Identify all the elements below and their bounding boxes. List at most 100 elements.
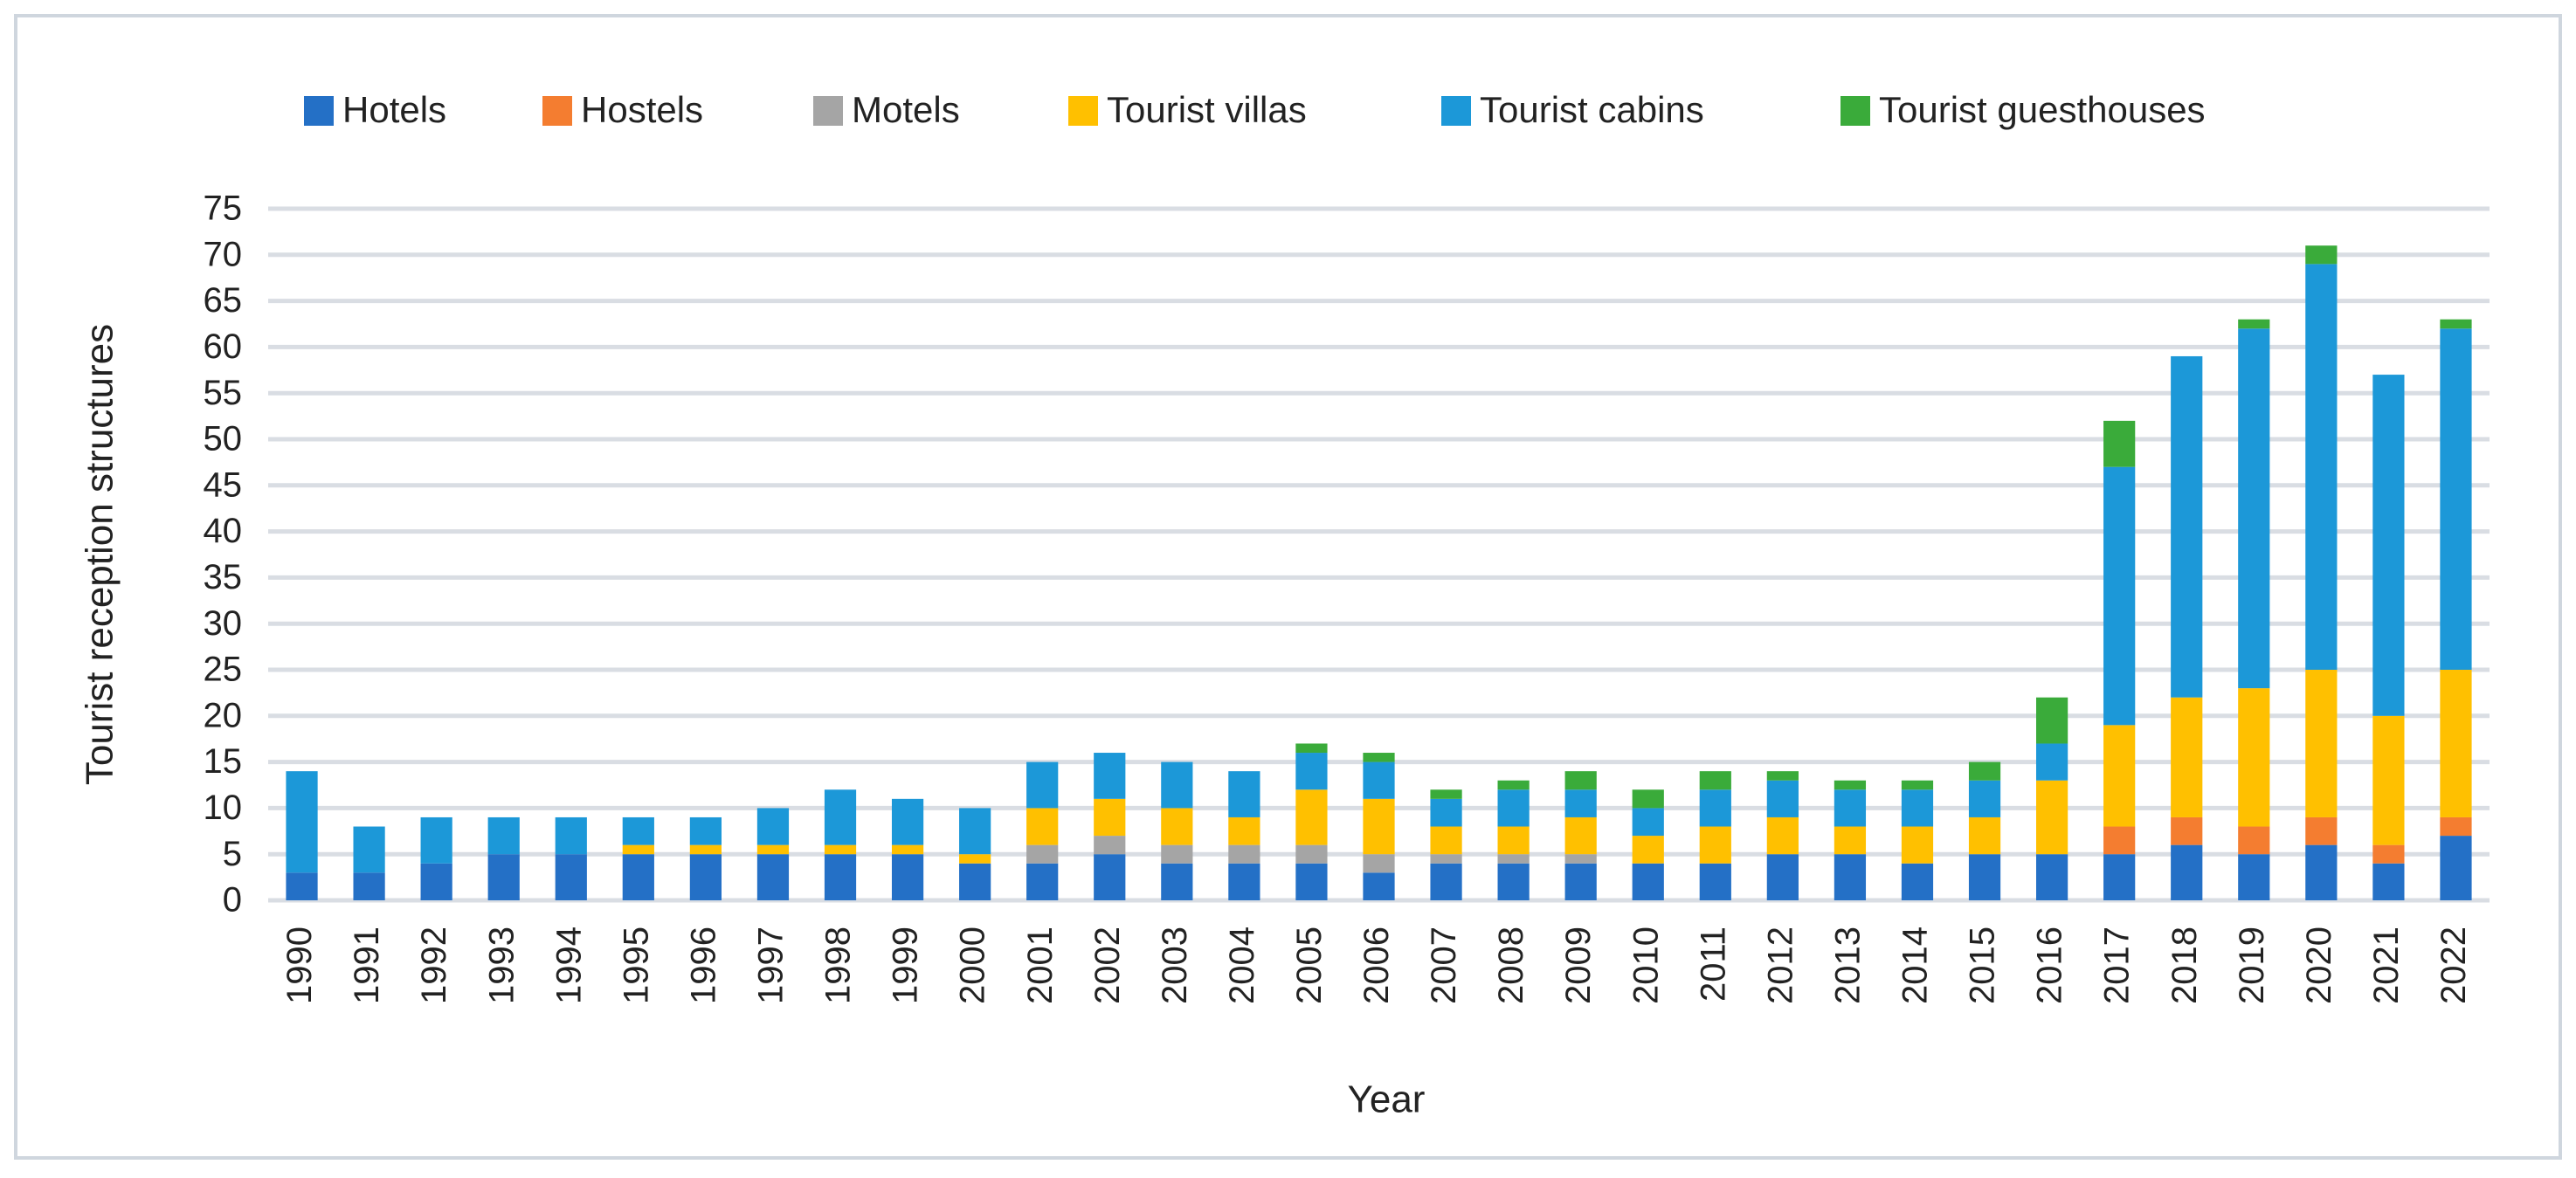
- bar-segment: [1632, 789, 1664, 809]
- y-tick-label: 40: [204, 512, 243, 550]
- bar-segment: [1430, 826, 1462, 855]
- bar-segment: [2372, 715, 2405, 845]
- bar-segment: [1632, 808, 1664, 837]
- bar-segment: [2238, 854, 2270, 900]
- bar-segment: [1968, 761, 2001, 781]
- x-tick-label: 1996: [684, 927, 722, 1004]
- bar-segment: [1699, 863, 1731, 900]
- bar-segment: [286, 872, 318, 900]
- bar-segment: [1026, 844, 1059, 864]
- bar-segment: [2035, 697, 2068, 744]
- bar-segment: [1430, 863, 1462, 900]
- y-tick-label: 0: [223, 881, 242, 920]
- legend-swatch: [304, 96, 334, 126]
- bar-segment: [1564, 816, 1597, 855]
- bar-segment: [2238, 328, 2270, 689]
- x-tick-label: 2009: [1559, 927, 1598, 1004]
- bar-segment: [1901, 789, 1934, 827]
- x-tick-label: 2022: [2434, 927, 2473, 1004]
- bar-segment: [555, 816, 587, 855]
- bar-segment: [891, 798, 924, 845]
- legend-label: Tourist villas: [1107, 89, 1307, 130]
- bar-segment: [622, 844, 654, 855]
- bar-segment: [2440, 670, 2472, 817]
- bar-segment: [1363, 753, 1395, 762]
- bar-segment: [2372, 375, 2405, 716]
- bar-segment: [1094, 798, 1126, 837]
- bar-segment: [1161, 863, 1193, 900]
- x-tick-label: 2006: [1357, 927, 1396, 1004]
- bar-segment: [1295, 844, 1328, 864]
- x-tick-label: 2012: [1761, 927, 1799, 1004]
- bar-segment: [1497, 863, 1530, 900]
- y-tick-label: 15: [204, 742, 243, 781]
- bar-segment: [1363, 872, 1395, 900]
- bar-segment: [824, 844, 857, 855]
- bar-segment: [1564, 771, 1597, 790]
- x-tick-label: 2013: [1828, 927, 1867, 1004]
- x-tick-label: 2007: [1425, 927, 1463, 1004]
- bar-segment: [1497, 854, 1530, 864]
- legend-label: Motels: [852, 89, 960, 130]
- bar-segment: [1834, 789, 1867, 827]
- bar-segment: [824, 789, 857, 845]
- x-tick-label: 2011: [1694, 927, 1732, 1002]
- bar-segment: [689, 844, 722, 855]
- bar-segment: [2305, 264, 2338, 670]
- x-tick-label: 1999: [887, 927, 925, 1004]
- bar-segment: [1363, 798, 1395, 855]
- bar-segment: [2103, 420, 2136, 467]
- y-tick-label: 5: [223, 835, 242, 873]
- bar-segment: [2103, 725, 2136, 827]
- bar-segment: [487, 816, 520, 855]
- bar-segment: [2440, 816, 2472, 837]
- bar-segment: [2103, 466, 2136, 726]
- bar-segment: [824, 854, 857, 900]
- x-tick-label: 2014: [1896, 927, 1935, 1004]
- bar-segment: [622, 816, 654, 845]
- bar-segment: [420, 816, 452, 864]
- bar-segment: [2171, 816, 2203, 845]
- frame: [14, 14, 2562, 1160]
- bar-segment: [2171, 844, 2203, 900]
- bar-segment: [622, 854, 654, 900]
- bar-segment: [1228, 844, 1260, 864]
- y-tick-label: 45: [204, 465, 243, 504]
- bar-segment: [2035, 854, 2068, 900]
- x-tick-label: 2015: [1964, 927, 2002, 1004]
- bar-segment: [689, 816, 722, 845]
- bar-segment: [689, 854, 722, 900]
- bar-segment: [1363, 761, 1395, 799]
- bar-segment: [1497, 789, 1530, 827]
- bar-segment: [2035, 743, 2068, 781]
- bar-segment: [1766, 771, 1799, 781]
- bar-segment: [1766, 816, 1799, 855]
- legend-swatch: [1840, 96, 1870, 126]
- bar-segment: [2305, 816, 2338, 845]
- bar-segment: [2440, 328, 2472, 670]
- bar-segment: [1295, 743, 1328, 754]
- bar-segment: [1632, 836, 1664, 864]
- bar-segment: [2035, 780, 2068, 855]
- bar-segment: [1094, 753, 1126, 799]
- bar-segment: [2372, 844, 2405, 864]
- bar-segment: [1968, 854, 2001, 900]
- bar-segment: [2305, 245, 2338, 265]
- bar-segment: [1430, 854, 1462, 864]
- x-tick-label: 2003: [1156, 927, 1194, 1004]
- legend-swatch: [542, 96, 572, 126]
- bar-segment: [1834, 826, 1867, 855]
- bar-segment: [1564, 789, 1597, 817]
- y-tick-label: 20: [204, 696, 243, 734]
- x-tick-label: 1998: [819, 927, 858, 1004]
- x-tick-label: 1992: [415, 927, 453, 1004]
- bar-segment: [959, 854, 991, 864]
- bar-segment: [1766, 780, 1799, 817]
- x-tick-label: 1991: [348, 927, 386, 1004]
- bar-segment: [555, 854, 587, 900]
- bar-segment: [1295, 863, 1328, 900]
- y-tick-label: 25: [204, 651, 243, 689]
- x-tick-label: 2002: [1088, 927, 1127, 1004]
- y-tick-label: 30: [204, 604, 243, 643]
- bar-segment: [1161, 808, 1193, 845]
